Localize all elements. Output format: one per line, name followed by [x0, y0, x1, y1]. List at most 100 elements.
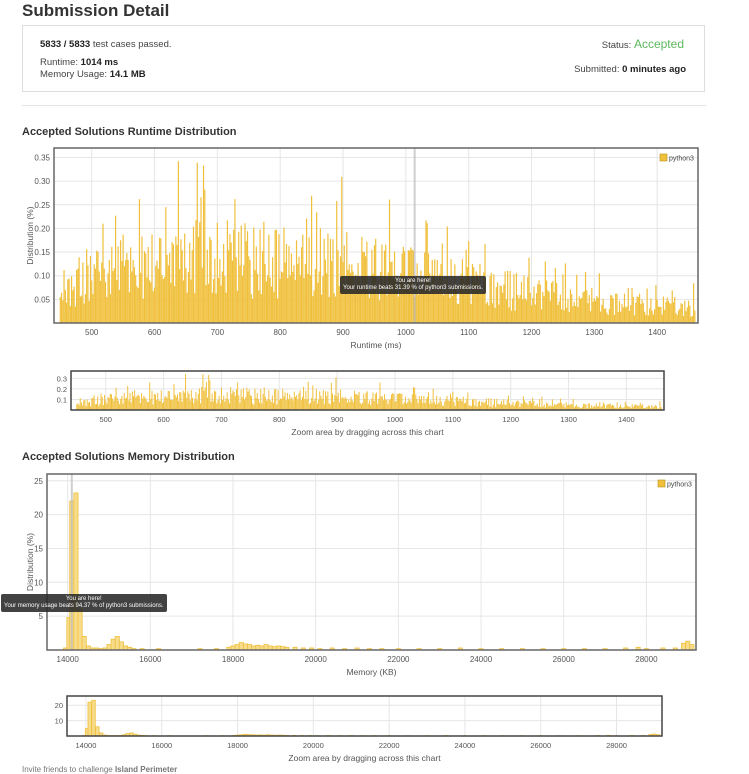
- bar: [605, 308, 606, 323]
- bar: [291, 253, 292, 323]
- bar: [614, 315, 615, 323]
- bar: [292, 272, 293, 323]
- bar: [232, 390, 233, 410]
- runtime-tooltip-text: Your runtime beats 31.39 % of python3 su…: [343, 285, 483, 292]
- bar: [321, 295, 322, 323]
- bar: [209, 237, 210, 323]
- invite-problem-link[interactable]: Island Perimeter: [115, 765, 177, 774]
- bar: [635, 303, 636, 323]
- bar: [618, 312, 619, 323]
- bar: [251, 294, 252, 323]
- bar: [182, 402, 183, 410]
- bar: [175, 395, 176, 410]
- bar: [272, 257, 273, 323]
- bar: [147, 402, 148, 410]
- status-line: Status: Accepted: [602, 37, 684, 51]
- y-tick-label: 0.25: [34, 201, 50, 210]
- bar: [113, 401, 114, 410]
- bar: [375, 394, 376, 410]
- bar: [585, 405, 586, 410]
- bar: [231, 243, 232, 323]
- bar: [401, 394, 402, 410]
- bar: [357, 395, 358, 410]
- bar: [94, 264, 95, 323]
- bar: [248, 256, 249, 323]
- bar: [232, 261, 233, 323]
- bar: [394, 402, 395, 410]
- bar: [293, 400, 294, 410]
- bar: [544, 405, 545, 410]
- bar: [545, 262, 546, 323]
- bar: [112, 399, 113, 410]
- bar: [127, 386, 128, 410]
- bar: [525, 403, 526, 410]
- bar: [354, 290, 355, 323]
- bar: [66, 303, 67, 323]
- x-tick-label: 24000: [470, 655, 493, 664]
- bar: [148, 247, 149, 323]
- bar: [102, 224, 103, 323]
- bar: [312, 385, 313, 410]
- bar: [187, 391, 188, 410]
- bar: [275, 389, 276, 410]
- bar: [592, 302, 593, 323]
- bar: [341, 398, 342, 410]
- bar: [630, 305, 631, 323]
- x-tick-label: 900: [336, 328, 350, 337]
- bar: [511, 404, 512, 410]
- bar: [566, 402, 567, 410]
- x-tick-label: 800: [274, 328, 288, 337]
- bar: [541, 397, 542, 410]
- bar: [536, 293, 537, 323]
- bar: [133, 260, 134, 323]
- bar: [146, 399, 147, 410]
- bar: [385, 400, 386, 410]
- bar: [649, 308, 650, 323]
- bar: [434, 402, 435, 410]
- bar: [322, 276, 323, 323]
- bar: [280, 279, 281, 323]
- bar: [176, 397, 177, 410]
- bar: [522, 299, 523, 323]
- bar: [287, 393, 288, 410]
- bar: [243, 388, 244, 410]
- runtime-line: Runtime: 1014 ms: [40, 57, 118, 68]
- bar: [139, 199, 140, 323]
- x-tick-label: 1200: [502, 415, 519, 424]
- bar: [71, 276, 72, 323]
- bar: [188, 272, 189, 323]
- bar: [138, 288, 139, 323]
- bar: [293, 265, 294, 323]
- divider: [22, 105, 706, 106]
- bar: [503, 399, 504, 410]
- bar: [478, 402, 479, 410]
- status-accepted[interactable]: Accepted: [634, 37, 684, 51]
- bar: [667, 297, 668, 323]
- test-cases-line: 5833 / 5833 test cases passed.: [40, 39, 172, 50]
- bar: [502, 405, 503, 410]
- bar: [223, 396, 224, 410]
- x-tick-label: 600: [157, 415, 170, 424]
- bar: [142, 399, 143, 410]
- bar: [110, 394, 111, 410]
- bar: [400, 394, 401, 410]
- bar: [419, 396, 420, 410]
- bar: [61, 293, 62, 323]
- bar: [523, 396, 524, 410]
- bar: [252, 404, 253, 410]
- bar: [609, 309, 610, 323]
- x-tick-label: 1100: [445, 415, 461, 424]
- bar: [175, 236, 176, 323]
- bar: [353, 402, 354, 410]
- bar: [223, 244, 224, 323]
- x-tick-label: 1400: [618, 415, 635, 424]
- bar: [673, 302, 674, 323]
- bar: [187, 293, 188, 323]
- bar: [184, 234, 185, 323]
- bar: [213, 279, 214, 323]
- bar: [360, 403, 361, 410]
